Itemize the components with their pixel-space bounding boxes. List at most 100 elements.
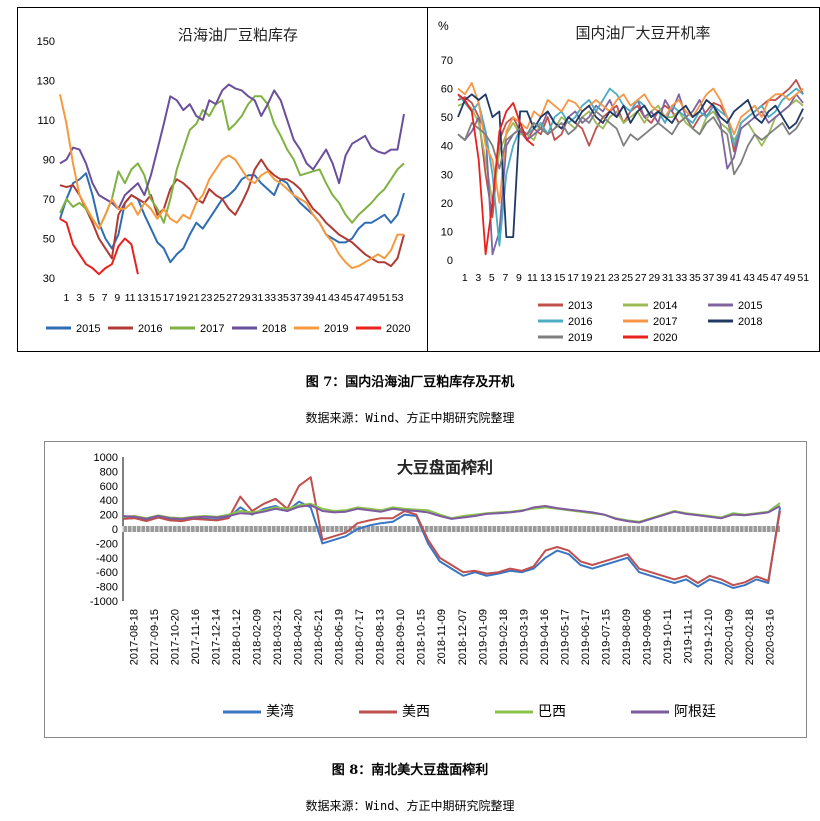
x-tick-label: 2018-12-07 bbox=[457, 609, 469, 665]
legend-label-2020: 2020 bbox=[653, 332, 677, 344]
soymeal-inventory-chart-panel: 沿海油厂豆粕库存 30 50 70 90 110 130 150 1 3 5 7 9 11 13 15 17 1… bbox=[17, 7, 428, 352]
y-tick-label: 50 bbox=[441, 112, 453, 124]
x-tick-label: 9 bbox=[516, 272, 522, 284]
series-line-2020 bbox=[59, 217, 139, 276]
x-tick-label: 2020-01-09 bbox=[724, 609, 736, 665]
legend-label-2016: 2016 bbox=[138, 323, 162, 335]
legend-label-巴西: 巴西 bbox=[538, 703, 566, 719]
series-line-2014 bbox=[457, 99, 804, 204]
legend-label-2014: 2014 bbox=[653, 300, 677, 312]
x-tick-label: 2018-10-15 bbox=[416, 609, 428, 665]
series-line-2015 bbox=[59, 172, 405, 264]
x-tick-label: 37 bbox=[290, 292, 302, 304]
x-tick-label: 17 bbox=[162, 292, 174, 304]
x-tick-label: 9 bbox=[114, 292, 120, 304]
x-tick-label: 17 bbox=[567, 272, 579, 284]
y-tick-label: 200 bbox=[100, 510, 118, 522]
series-line-2018 bbox=[59, 83, 405, 210]
x-tick-label: 43 bbox=[328, 292, 340, 304]
x-tick-label: 45 bbox=[341, 292, 353, 304]
chart-title: 大豆盘面榨利 bbox=[397, 458, 493, 477]
y-tick-label: 600 bbox=[100, 481, 118, 493]
x-tick-label: 49 bbox=[784, 272, 796, 284]
x-tick-label: 27 bbox=[226, 292, 238, 304]
x-tick-label: 51 bbox=[379, 292, 391, 304]
x-tick-label: 23 bbox=[201, 292, 213, 304]
x-tick-label: 2019-10-11 bbox=[662, 609, 674, 664]
legend-label-2017: 2017 bbox=[200, 323, 224, 335]
x-tick-label: 2019-02-18 bbox=[498, 609, 510, 665]
legend-label-美西: 美西 bbox=[402, 703, 430, 719]
x-tick-label: 15 bbox=[150, 292, 162, 304]
x-tick-label: 35 bbox=[277, 292, 289, 304]
x-tick-label: 23 bbox=[608, 272, 620, 284]
x-tick-label: 25 bbox=[213, 292, 225, 304]
x-tick-label: 35 bbox=[689, 272, 701, 284]
x-tick-label: 2017-11-16 bbox=[190, 609, 202, 664]
series-line-2013 bbox=[457, 79, 804, 219]
x-tick-label: 2019-03-19 bbox=[518, 609, 530, 665]
x-tick-label: 33 bbox=[676, 272, 688, 284]
x-tick-label: 21 bbox=[594, 272, 606, 284]
crush-margin-chart: 大豆盘面榨利 -1000 -800 -600 -400 -200 0 200 400 600 80… bbox=[90, 452, 781, 719]
figure8-source: 数据来源：Wind、方正中期研究院整理 bbox=[305, 799, 515, 813]
x-tick-label: 41 bbox=[730, 272, 742, 284]
x-tick-label: 19 bbox=[581, 272, 593, 284]
y-tick-label: 50 bbox=[43, 234, 55, 246]
x-tick-label: 2017-10-20 bbox=[169, 609, 181, 665]
y-tick-label: 800 bbox=[100, 466, 118, 478]
y-tick-label: 1000 bbox=[94, 452, 118, 464]
series-line-美湾 bbox=[122, 500, 781, 589]
series-line-2020 bbox=[457, 93, 535, 256]
y-unit-label: % bbox=[438, 19, 449, 33]
x-tick-label: 2018-07-17 bbox=[354, 609, 366, 665]
series-line-2016 bbox=[59, 158, 405, 268]
x-tick-label: 7 bbox=[102, 292, 108, 304]
x-tick-label: 2018-08-13 bbox=[375, 609, 387, 665]
x-tick-label: 3 bbox=[76, 292, 82, 304]
series-line-2015 bbox=[457, 93, 804, 256]
x-tick-label: 2018-11-09 bbox=[436, 609, 448, 664]
legend-label-2018: 2018 bbox=[262, 323, 286, 335]
y-tick-label: 70 bbox=[43, 194, 55, 206]
series-line-2018 bbox=[457, 93, 804, 239]
y-tick-label: -400 bbox=[96, 553, 118, 565]
x-tick-label: 2020-02-18 bbox=[744, 609, 756, 665]
legend-label-2015: 2015 bbox=[738, 300, 762, 312]
x-tick-label: 3 bbox=[475, 272, 481, 284]
x-tick-label: 27 bbox=[635, 272, 647, 284]
crush-rate-chart-panel: % 国内油厂大豆开机率 0 10 20 30 40 50 60 70 1 3 5 7 9 11 13 15 17… bbox=[427, 7, 820, 352]
chart-title: 国内油厂大豆开机率 bbox=[575, 24, 710, 42]
x-tick-label: 29 bbox=[648, 272, 660, 284]
series-line-2016 bbox=[457, 87, 804, 247]
x-tick-label: 29 bbox=[239, 292, 251, 304]
figure8-caption: 图 8：南北美大豆盘面榨利 bbox=[331, 763, 489, 778]
y-tick-label: 90 bbox=[43, 155, 55, 167]
series-line-2019 bbox=[457, 110, 804, 176]
x-tick-label: 2018-02-09 bbox=[251, 609, 263, 665]
series-line-2017 bbox=[59, 95, 405, 230]
x-tick-label: 5 bbox=[489, 272, 495, 284]
legend-label-2017: 2017 bbox=[653, 316, 677, 328]
series-line-2019 bbox=[59, 94, 404, 270]
x-tick-label: 2017-08-18 bbox=[128, 609, 140, 665]
x-tick-label: 51 bbox=[797, 272, 809, 284]
legend-label-阿根廷: 阿根廷 bbox=[674, 703, 716, 719]
legend-label-美湾: 美湾 bbox=[266, 703, 294, 719]
legend-label-2019: 2019 bbox=[568, 332, 592, 344]
series-line-美西 bbox=[122, 476, 781, 587]
x-tick-label: 2019-04-16 bbox=[539, 609, 551, 665]
x-tick-label: 2019-09-06 bbox=[642, 609, 654, 665]
x-tick-label: 2018-09-10 bbox=[395, 609, 407, 665]
x-tick-label: 2018-05-21 bbox=[313, 609, 325, 665]
x-tick-label: 2019-11-11 bbox=[683, 609, 695, 664]
x-tick-label: 11 bbox=[527, 272, 538, 284]
x-tick-label: 13 bbox=[540, 272, 552, 284]
x-tick-label: 15 bbox=[554, 272, 566, 284]
x-tick-label: 2019-08-09 bbox=[621, 609, 633, 665]
x-tick-label: 7 bbox=[502, 272, 508, 284]
series-line-2017 bbox=[457, 82, 804, 204]
y-tick-label: 60 bbox=[441, 84, 453, 96]
y-tick-label: 0 bbox=[447, 255, 453, 267]
